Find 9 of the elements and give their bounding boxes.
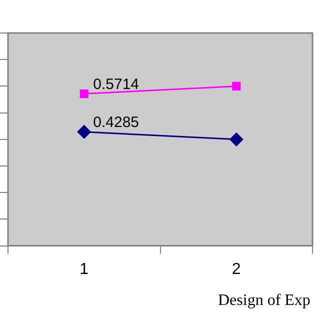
point <box>232 82 241 90</box>
x-axis-title: Design of Exp <box>218 292 310 310</box>
point <box>77 125 91 139</box>
x-tick-label: 2 <box>232 260 241 278</box>
x-tick-label: 1 <box>80 260 89 278</box>
data-label: 0.5714 <box>93 76 140 93</box>
data-label: 0.4285 <box>93 114 140 131</box>
point <box>230 132 244 146</box>
point <box>80 90 88 98</box>
